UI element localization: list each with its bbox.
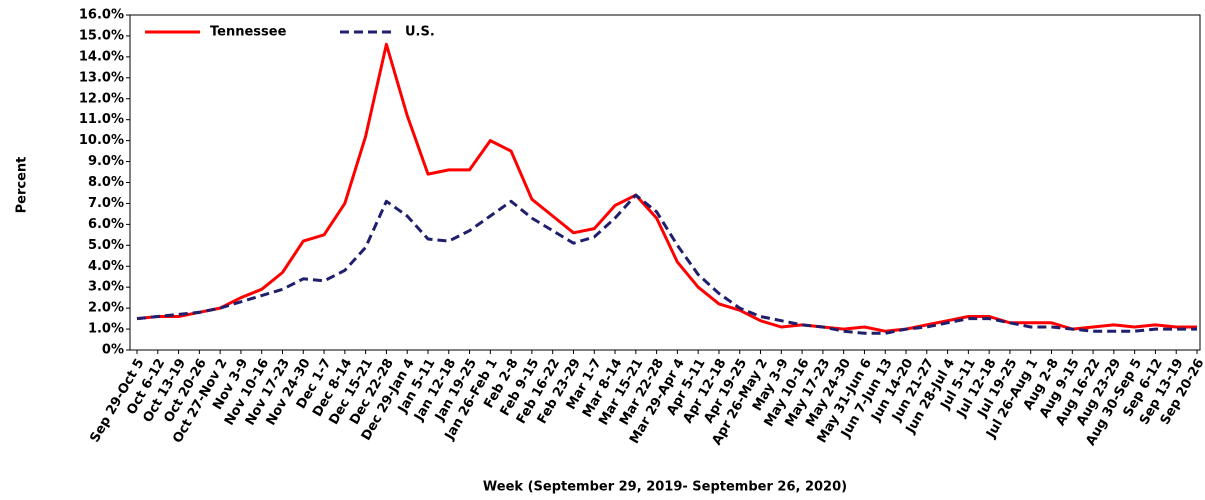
y-tick-label: 1.0% [88,322,124,337]
y-tick-label: 3.0% [88,280,124,295]
y-tick-label: 5.0% [88,238,124,253]
y-axis-title: Percent [15,157,30,214]
y-tick-label: 14.0% [79,49,124,64]
y-tick-label: 7.0% [88,196,124,211]
x-axis-title: Week (September 29, 2019- September 26, … [483,480,847,495]
y-tick-label: 15.0% [79,28,124,43]
y-tick-label: 11.0% [79,112,124,127]
legend-label: Tennessee [210,25,287,40]
y-tick-label: 10.0% [79,133,124,148]
series-line [136,193,1197,335]
y-tick-label: 0% [102,343,124,358]
y-tick-label: 8.0% [88,175,124,190]
y-tick-label: 2.0% [88,301,124,316]
y-tick-label: 6.0% [88,217,124,232]
series-line [136,42,1197,333]
y-tick-label: 13.0% [79,70,124,85]
plot-frame [129,14,1201,351]
legend-label: U.S. [405,25,435,40]
y-tick-label: 12.0% [79,91,124,106]
y-tick-label: 4.0% [88,259,124,274]
y-tick-label: 16.0% [79,8,124,23]
y-tick-label: 9.0% [88,154,124,169]
